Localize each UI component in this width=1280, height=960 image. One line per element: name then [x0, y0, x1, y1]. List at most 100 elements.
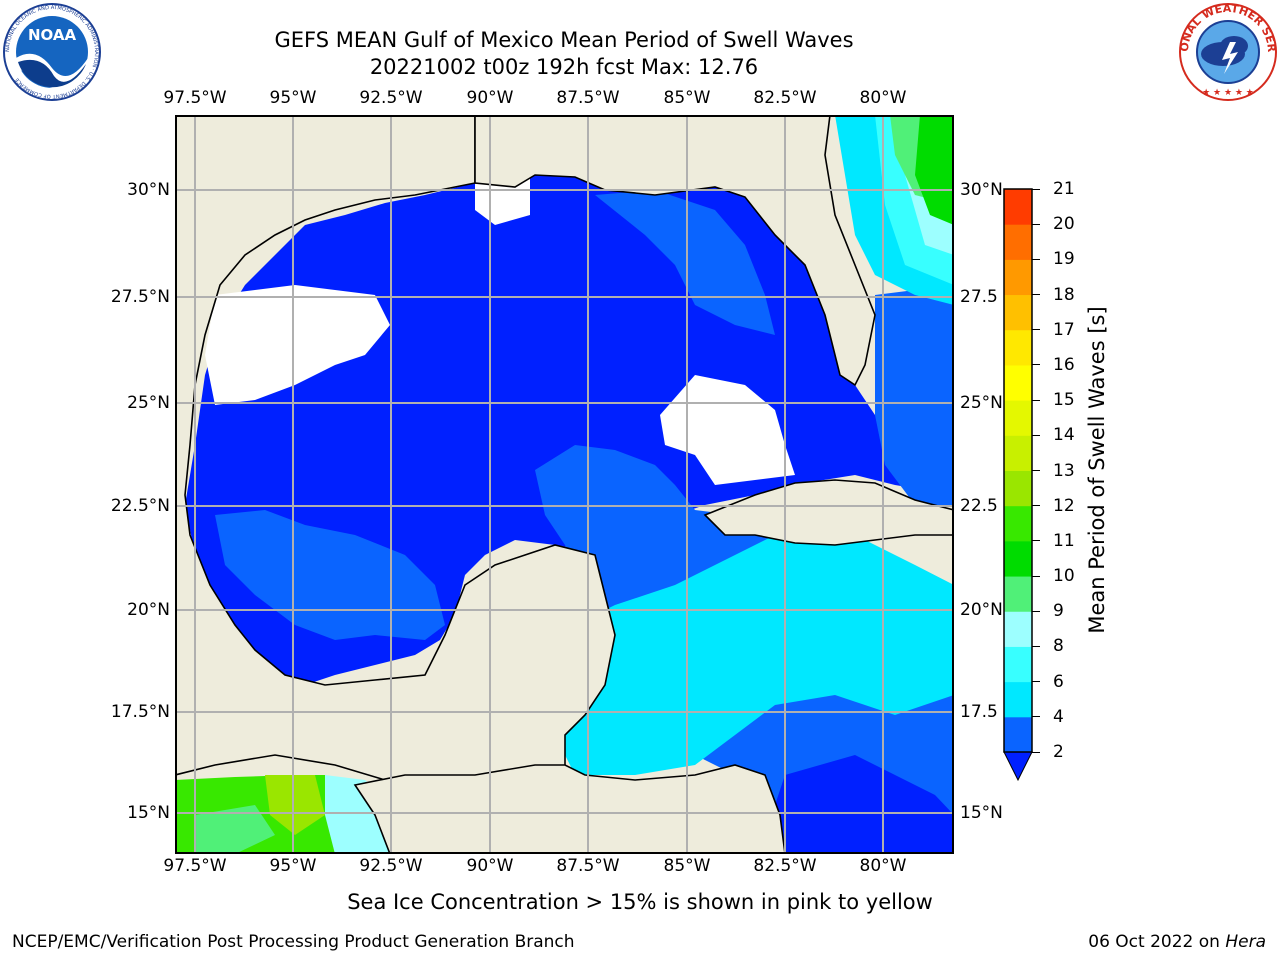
lon-label-top: 97.5°W [163, 88, 227, 108]
colorbar-tick [1032, 681, 1040, 683]
lon-label-bottom: 95°W [269, 856, 317, 876]
lat-label-right: 27.5 [960, 287, 998, 307]
nws-logo: NATIONAL WEATHER SERVICE ★ ★ ★ ★ ★ [1178, 2, 1278, 101]
colorbar-block [1004, 470, 1032, 507]
colorbar-level-label: 19 [1053, 249, 1075, 270]
lon-label-top: 82.5°W [753, 88, 817, 108]
map-frame [175, 115, 954, 854]
lat-label-left: 22.5°N [110, 496, 170, 516]
lon-label-top: 87.5°W [556, 88, 620, 108]
colorbar-level-label: 20 [1053, 214, 1075, 235]
colorbar-block [1004, 400, 1032, 436]
lon-label-top: 95°W [269, 88, 317, 108]
colorbar-level-label: 11 [1053, 530, 1075, 551]
lat-label-left: 30°N [127, 180, 170, 200]
colorbar-level-label: 10 [1053, 566, 1075, 587]
colorbar-level-label: 8 [1053, 636, 1064, 657]
date-text: 06 Oct 2022 on Hera [1088, 932, 1266, 952]
lon-label-top: 85°W [663, 88, 711, 108]
map-subtitle: 20221002 t00z 192h fcst Max: 12.76 [369, 55, 759, 79]
colorbar-tick [1032, 751, 1040, 753]
colorbar-level-label: 18 [1053, 284, 1075, 305]
colorbar-block [1004, 435, 1032, 471]
colorbar-block [1004, 540, 1032, 577]
colorbar-level-label: 6 [1053, 671, 1064, 692]
colorbar-level-label: 21 [1053, 179, 1075, 199]
lat-label-right: 15°N [960, 803, 1003, 823]
colorbar-tick [1032, 610, 1040, 612]
colorbar-blocks [1004, 189, 1032, 753]
colorbar-tick [1032, 258, 1040, 260]
date-value: 06 Oct 2022 on [1088, 932, 1220, 952]
colorbar-level-label: 4 [1053, 706, 1064, 727]
colorbar-tick [1032, 645, 1040, 647]
colorbar-tick [1032, 540, 1040, 542]
lon-label-bottom: 90°W [466, 856, 514, 876]
lat-label-left: 27.5°N [110, 287, 170, 307]
colorbar-title: Mean Period of Swell Waves [s] [1085, 306, 1109, 634]
colorbar-level-label: 9 [1053, 601, 1064, 622]
colorbar-block [1004, 364, 1032, 401]
colorbar-tick [1032, 329, 1040, 331]
colorbar-block [1004, 224, 1032, 260]
colorbar-level-label: 14 [1053, 425, 1075, 446]
colorbar-tick [1032, 716, 1040, 718]
colorbar-tick [1032, 505, 1040, 507]
missing-data-west [205, 285, 390, 405]
lon-label-bottom: 92.5°W [359, 856, 423, 876]
colorbar-block [1004, 505, 1032, 542]
lat-label-right: 20°N [960, 600, 1003, 620]
svg-text:NOAA: NOAA [28, 26, 77, 44]
swell-under-2s-south [775, 755, 954, 854]
swell-10-11s-atlantic [915, 115, 954, 225]
colorbar-under-triangle [1003, 751, 1033, 782]
lon-label-bottom: 85°W [663, 856, 711, 876]
map-title: GEFS MEAN Gulf of Mexico Mean Period of … [274, 28, 854, 52]
swell-2-4s-west [215, 510, 445, 640]
lat-label-right: 30°N [960, 180, 1003, 200]
swell-pacific-yellowgreen [265, 775, 325, 835]
colorbar-tick [1032, 399, 1040, 401]
colorbar-block [1004, 681, 1032, 718]
colorbar-tick [1032, 188, 1040, 190]
svg-text:★ ★ ★ ★ ★: ★ ★ ★ ★ ★ [1202, 88, 1254, 98]
colorbar-tick [1032, 470, 1040, 471]
colorbar-tick [1032, 434, 1040, 436]
lon-label-bottom: 87.5°W [556, 856, 620, 876]
colorbar-block [1004, 646, 1032, 683]
colorbar-tick [1032, 294, 1040, 296]
lat-label-right: 22.5 [960, 496, 998, 516]
colorbar-block [1004, 329, 1032, 366]
lon-label-top: 90°W [466, 88, 514, 108]
colorbar-block [1004, 576, 1032, 612]
colorbar-tick [1032, 575, 1040, 577]
lon-label-top: 80°W [859, 88, 907, 108]
colorbar-tick [1032, 364, 1040, 366]
land-cuba [703, 479, 954, 546]
colorbar-level-label: 13 [1053, 460, 1075, 481]
lat-label-left: 20°N [127, 600, 170, 620]
colorbar-block [1004, 716, 1032, 753]
lat-label-right: 17.5 [960, 702, 998, 722]
colorbar-level-label: 2 [1053, 742, 1064, 762]
colorbar [1003, 188, 1033, 782]
lat-label-left: 17.5°N [110, 702, 170, 722]
lat-label-left: 15°N [127, 803, 170, 823]
land-central-america [353, 764, 786, 854]
lon-label-bottom: 97.5°W [163, 856, 227, 876]
land-us-gulf-coast [474, 115, 876, 387]
map-gridlines [175, 115, 954, 854]
swell-pacific-lightgreen [195, 805, 275, 854]
colorbar-level-label: 17 [1053, 319, 1075, 340]
noaa-logo: NOAA NATIONAL OCEANIC AND ATMOSPHERIC AD… [3, 3, 101, 101]
gulf-map [175, 115, 954, 854]
lon-label-bottom: 80°W [859, 856, 907, 876]
sea-ice-note: Sea Ice Concentration > 15% is shown in … [347, 890, 933, 914]
credit-text: NCEP/EMC/Verification Post Processing Pr… [12, 932, 575, 952]
colorbar-block [1004, 611, 1032, 647]
machine-name: Hera [1225, 932, 1266, 952]
colorbar-level-label: 16 [1053, 354, 1075, 375]
colorbar-level-label: 12 [1053, 495, 1075, 516]
colorbar-block [1004, 189, 1032, 225]
swell-2-4s-north [595, 190, 775, 335]
